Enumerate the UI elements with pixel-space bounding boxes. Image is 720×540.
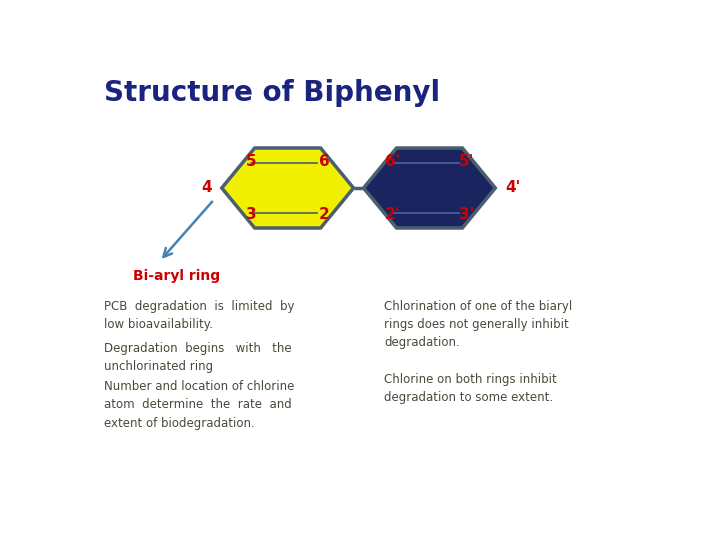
Text: 2': 2'	[385, 207, 400, 222]
Text: Degradation  begins   with   the
unchlorinated ring: Degradation begins with the unchlorinate…	[104, 342, 292, 373]
Polygon shape	[222, 148, 354, 228]
Text: 3: 3	[246, 207, 256, 222]
Text: 6': 6'	[385, 154, 400, 169]
Text: 5: 5	[246, 154, 256, 169]
Text: 3': 3'	[459, 207, 474, 222]
Text: Number and location of chlorine
atom  determine  the  rate  and
extent of biodeg: Number and location of chlorine atom det…	[104, 381, 294, 429]
Polygon shape	[364, 148, 495, 228]
Text: PCB  degradation  is  limited  by
low bioavailability.: PCB degradation is limited by low bioava…	[104, 300, 294, 330]
Text: Structure of Biphenyl: Structure of Biphenyl	[104, 79, 440, 107]
Text: 4': 4'	[505, 180, 521, 195]
Text: 4: 4	[201, 180, 212, 195]
Text: 2: 2	[319, 207, 330, 222]
Text: 6: 6	[319, 154, 330, 169]
Text: Bi-aryl ring: Bi-aryl ring	[132, 269, 220, 283]
Text: Chlorination of one of the biaryl
rings does not generally inhibit
degradation.: Chlorination of one of the biaryl rings …	[384, 300, 572, 349]
Text: 5': 5'	[459, 154, 474, 169]
Text: Chlorine on both rings inhibit
degradation to some extent.: Chlorine on both rings inhibit degradati…	[384, 373, 557, 404]
